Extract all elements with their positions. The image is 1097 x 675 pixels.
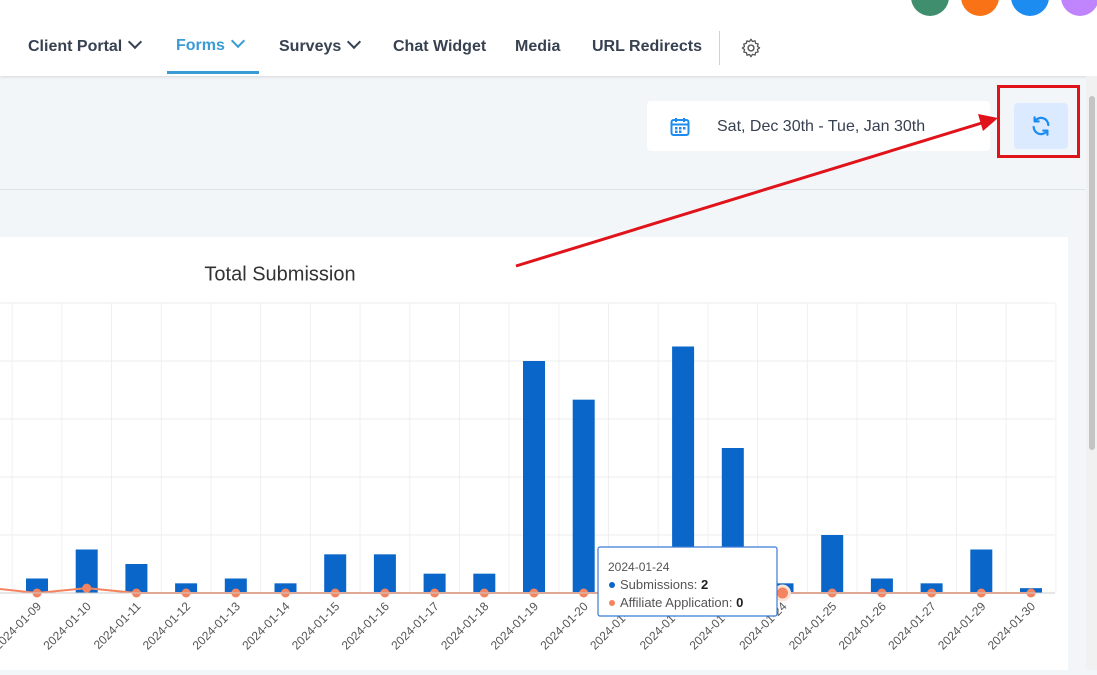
nav-item[interactable]: URL Redirects [592,38,702,56]
x-tick-label: 2024-01-19 [488,599,542,653]
user-avatar[interactable] [1061,0,1097,16]
x-tick-label: 2024-01-11 [91,599,144,652]
point [82,583,92,593]
tooltip: 2024-01-24 Submissions: 2 Affiliate Applic… [597,546,778,617]
tooltip-dot [609,600,615,606]
x-tick-label: 2024-01-16 [339,599,393,653]
bar [274,583,297,593]
calendar-icon [670,118,690,136]
date-range-picker[interactable]: Sat, Dec 30th - Tue, Jan 30th [647,101,990,151]
chart-card: Total Submission 2024-01-09 2024-01-10 202… [0,237,1068,670]
tooltip-box [597,546,778,617]
highlight-box [997,85,1080,158]
x-tick-label: 2024-01-29 [935,599,989,653]
nav-item[interactable]: Surveys [279,34,362,56]
tooltip-value: 2 [701,577,708,592]
bar [821,535,844,593]
bar [572,399,595,593]
separator [0,189,1085,190]
bar [870,578,893,593]
bar [175,583,198,593]
x-tick-label: 2024-01-18 [438,599,492,653]
tooltip-row: Submissions: 2 [620,577,708,592]
chart: Total Submission 2024-01-092024-01-10202… [0,263,1057,653]
refresh-button[interactable] [1014,103,1068,149]
tooltip-name: Affiliate Application: [620,595,733,610]
nav-label: Forms [176,37,225,54]
bar [473,573,496,593]
x-tick-label: 2024-01-26 [836,599,890,653]
active-indicator [167,71,259,74]
tooltip-dot [609,582,615,588]
nav-label: URL Redirects [592,38,702,55]
settings-icon[interactable] [740,37,762,59]
nav-label: Client Portal [28,38,123,55]
bar [75,549,98,593]
bar [26,578,48,593]
date-range-text: Sat, Dec 30th - Tue, Jan 30th [717,118,926,135]
x-tick-label: 2024-01-30 [985,599,1039,653]
bar [125,564,148,593]
nav-item[interactable]: Chat Widget [393,38,486,56]
help[interactable] [1011,0,1049,16]
x-tick-label: 2024-01-10 [41,599,95,653]
x-tick-label: 2024-01-13 [190,599,244,653]
nav-item[interactable]: Media [515,38,560,56]
x-tick-label: 2024-01-14 [239,599,293,653]
nav-label: Chat Widget [393,38,487,55]
bar [324,554,347,593]
bar [224,578,247,593]
nav-label: Media [515,38,561,55]
x-tick-label: 2024-01-12 [140,599,194,653]
bar [523,361,545,593]
bar [970,549,993,593]
x-tick-label: 2024-01-17 [388,599,442,653]
notifications[interactable] [961,0,999,16]
tooltip-title: 2024-01-24 [608,560,670,574]
bar [672,346,695,593]
refresh-icon [1032,116,1050,136]
scrollbar-thumb[interactable] [1089,96,1095,450]
chart-title: Total Submission [204,263,355,285]
x-tick-label: 2024-01-25 [786,599,840,653]
divider [719,31,720,65]
x-tick-label: 2024-01-27 [885,599,939,653]
avatar[interactable] [911,0,949,16]
bar [373,554,396,593]
top-bar: Client Portal Forms Surveys Chat Widget … [0,0,1097,76]
nav-item[interactable]: Client Portal [28,34,143,56]
x-tick-label: 2024-01-09 [0,599,44,653]
x-tick-label: 2024-01-20 [538,599,592,653]
nav-label: Surveys [279,38,342,55]
bar [920,583,943,593]
tooltip-name: Submissions: [620,577,697,592]
tooltip-value: 0 [736,595,743,610]
tooltip-row: Affiliate Application: 0 [620,595,743,610]
bar [423,573,446,593]
nav-item[interactable]: Forms [176,33,245,55]
x-tick-label: 2024-01-15 [289,599,343,653]
